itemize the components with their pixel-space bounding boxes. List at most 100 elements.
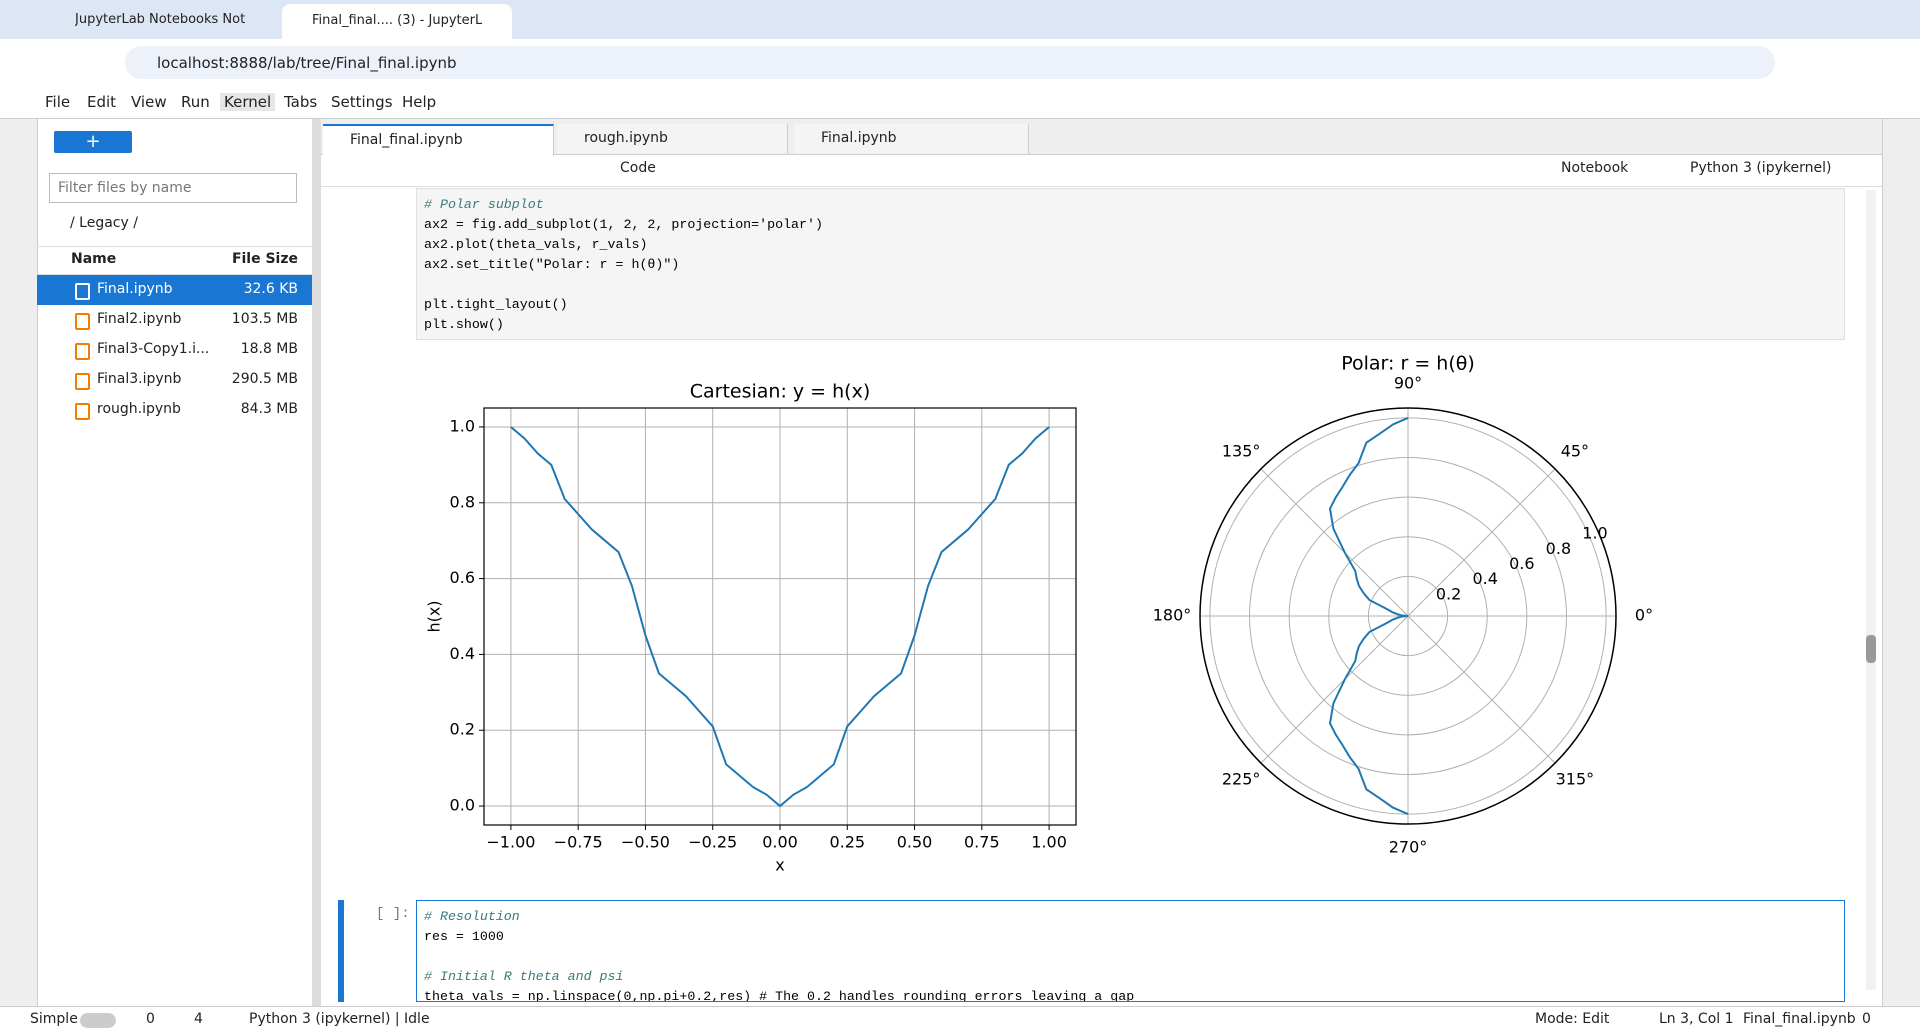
cursor-position[interactable]: Ln 3, Col 1 — [1659, 1011, 1734, 1027]
code-line: # Resolution — [424, 909, 520, 924]
browser-tab-title: JupyterLab Notebooks Not Op — [75, 12, 245, 27]
x-tick-label: −0.25 — [688, 833, 737, 852]
mode-label: Simple — [30, 1011, 78, 1027]
file-name: Final2.ipynb — [97, 311, 182, 327]
notebook-label[interactable]: Notebook — [1561, 160, 1629, 176]
notebook-tab[interactable]: rough.ipynb — [557, 124, 788, 154]
file-size: 103.5 MB — [231, 311, 298, 327]
filter-placeholder: Filter files by name — [58, 180, 192, 196]
notebook-tab[interactable]: Final.ipynb — [794, 124, 1029, 154]
notebook-toolbar — [321, 154, 1882, 187]
r-tick-label: 0.6 — [1509, 554, 1534, 573]
column-size[interactable]: File Size — [231, 251, 298, 267]
new-launcher-button[interactable]: + — [54, 131, 132, 153]
code-line: plt.show() — [424, 317, 504, 332]
x-axis-label: x — [775, 856, 784, 875]
code-line: ax2.plot(theta_vals, r_vals) — [424, 237, 648, 252]
x-tick-label: −0.50 — [621, 833, 670, 852]
scrollbar[interactable] — [1866, 190, 1876, 990]
url-bar[interactable] — [125, 46, 1775, 79]
y-tick-label: 0.2 — [450, 720, 475, 739]
x-tick-label: 1.00 — [1031, 833, 1067, 852]
notebook-tab[interactable]: Final_final.ipynb — [323, 124, 554, 156]
grid-spoke — [1407, 468, 1556, 617]
breadcrumb[interactable]: / Legacy / — [70, 215, 138, 231]
url[interactable]: localhost:8888/lab/tree/Final_final.ipyn… — [157, 54, 457, 72]
notification-count[interactable]: 0 — [1862, 1011, 1871, 1027]
file-icon — [75, 313, 90, 330]
active-cell-bar — [338, 900, 344, 1002]
theta-tick-label: 225° — [1222, 770, 1261, 789]
code-line: plt.tight_layout() — [424, 297, 568, 312]
file-size: 32.6 KB — [243, 281, 298, 297]
cell-type-select[interactable]: Code — [620, 160, 656, 176]
grid-spoke — [1407, 615, 1556, 764]
menu-item[interactable]: Settings — [331, 93, 393, 111]
file-name: rough.ipynb — [97, 401, 181, 417]
file-row[interactable]: Final2.ipynb 103.5 MB — [37, 305, 312, 335]
y-tick-label: 0.0 — [450, 796, 475, 815]
menu-item[interactable]: File — [45, 93, 71, 111]
theta-tick-label: 0° — [1635, 606, 1653, 625]
file-icon — [75, 403, 90, 420]
theta-tick-label: 45° — [1561, 441, 1589, 460]
r-tick-label: 0.4 — [1472, 569, 1497, 588]
line — [510, 426, 1050, 808]
kernel-status[interactable]: Python 3 (ipykernel) | Idle — [249, 1011, 430, 1027]
notebook-tab-title: rough.ipynb — [584, 130, 668, 146]
grid-spoke — [1260, 615, 1409, 764]
file-icon — [75, 283, 90, 300]
theta-tick-label: 180° — [1153, 606, 1192, 625]
x-tick-label: 0.25 — [829, 833, 865, 852]
menu-item[interactable]: Tabs — [284, 93, 318, 111]
menu-item[interactable]: View — [131, 93, 167, 111]
r-tick-label: 0.8 — [1546, 539, 1571, 558]
file-size: 84.3 MB — [240, 401, 298, 417]
notebook-tab-bar: Final_final.ipynb rough.ipynb Final.ipynb — [321, 119, 1882, 156]
code-line: ax2.set_title("Polar: r = h(θ)") — [424, 257, 680, 272]
file-icon — [75, 343, 90, 360]
file-name: Final3.ipynb — [97, 371, 182, 387]
kernel-name[interactable]: Python 3 (ipykernel) — [1690, 160, 1832, 176]
chart-output: Cartesian: y = h(x) −1.00 −0.75 −0.50 −0.25 0… — [425, 353, 1654, 875]
file-row[interactable]: Final3.ipynb 290.5 MB — [37, 365, 312, 395]
side-strip — [0, 119, 38, 1006]
menu-item[interactable]: Kernel — [220, 93, 276, 111]
y-tick-label: 0.6 — [450, 568, 475, 587]
file-row[interactable]: Final3-Copy1.i... 18.8 MB — [37, 335, 312, 365]
browser-tab-title: Final_final.... (3) - JupyterLab — [312, 13, 482, 28]
scroll-thumb[interactable] — [1866, 635, 1876, 663]
column-name[interactable]: Name — [71, 251, 117, 267]
browser-tab[interactable]: Final_final.... (3) - JupyterLab — [282, 4, 512, 39]
x-tick-label: 0.75 — [964, 833, 1000, 852]
x-tick-label: 0.00 — [762, 833, 798, 852]
filter-box[interactable] — [49, 173, 297, 203]
file-header — [37, 246, 312, 275]
mode-toggle[interactable] — [80, 1013, 116, 1028]
cell-prompt: [ ]: — [376, 906, 410, 922]
menu-item[interactable]: Run — [181, 93, 210, 111]
terminals-count: 0 — [146, 1011, 155, 1027]
axes-frame — [483, 407, 1077, 826]
menu-bar: File Edit View Run Kernel Tabs Settings Help — [0, 86, 1920, 119]
file-name: Final_final.ipynb — [1743, 1011, 1856, 1027]
file-row[interactable]: rough.ipynb 84.3 MB — [37, 395, 312, 425]
status-bar: Simple 0 4 Python 3 (ipykernel) | Idle M… — [0, 1006, 1920, 1033]
splitter — [312, 119, 321, 1006]
notebook-tab-title: Final_final.ipynb — [350, 132, 463, 148]
y-axis-label: h(x) — [425, 600, 444, 632]
y-tick-label: 0.4 — [450, 644, 475, 663]
line — [1328, 416, 1409, 816]
menu-item[interactable]: Help — [402, 93, 437, 111]
file-icon — [75, 373, 90, 390]
file-row[interactable]: Final.ipynb 32.6 KB — [37, 275, 312, 305]
theta-tick-label: 315° — [1556, 770, 1595, 789]
browser-tab[interactable]: JupyterLab Notebooks Not Op — [45, 6, 267, 34]
menu-item[interactable]: Edit — [87, 93, 117, 111]
x-tick-label: −1.00 — [486, 833, 535, 852]
code-line: # Polar subplot — [424, 197, 544, 212]
cell-input[interactable]: # Resolution res = 1000 # Initial R theta … — [416, 900, 1845, 1002]
notebook-tab-title: Final.ipynb — [821, 130, 897, 146]
cell-input[interactable]: # Polar subplot ax2 = fig.add_subplot(1, … — [416, 188, 1845, 340]
